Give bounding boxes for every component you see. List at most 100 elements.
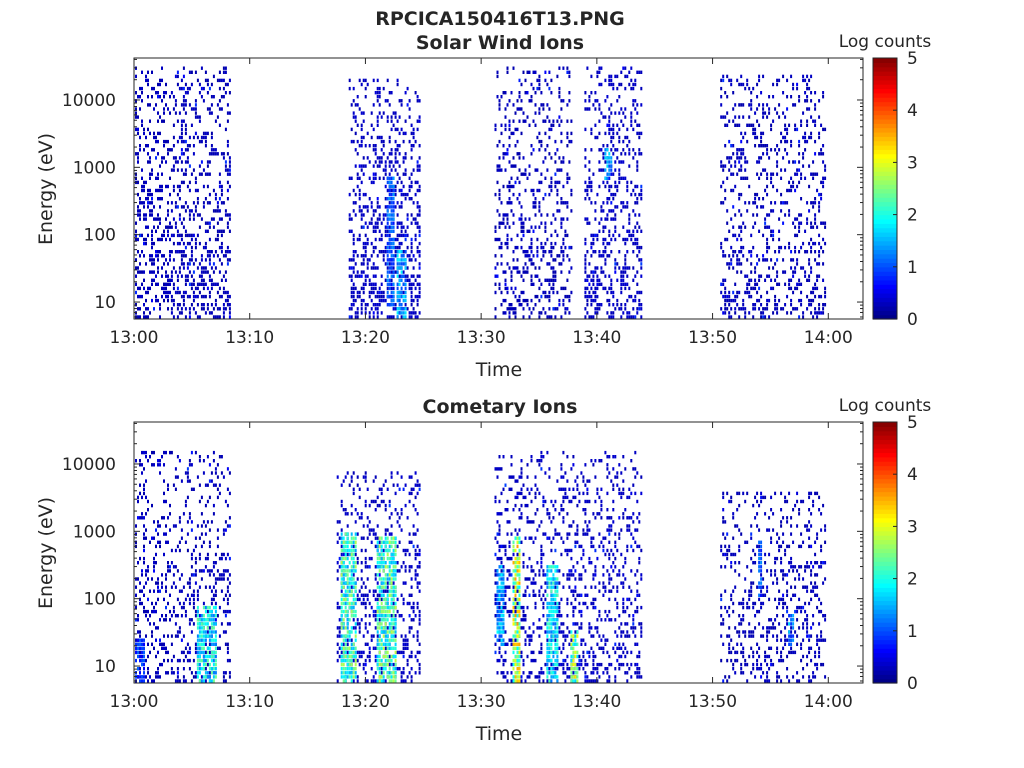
count-cell xyxy=(410,274,413,278)
count-cell xyxy=(608,127,611,132)
count-cell xyxy=(376,495,379,500)
count-cell xyxy=(500,95,503,99)
count-cell xyxy=(512,250,515,254)
count-cell xyxy=(157,581,159,585)
count-cell xyxy=(788,160,791,164)
count-cell xyxy=(640,245,643,250)
count-cell xyxy=(139,597,141,602)
count-cell xyxy=(418,274,421,278)
count-cell xyxy=(157,131,159,136)
count-cell xyxy=(804,135,807,140)
count-cell xyxy=(390,184,393,189)
count-cell xyxy=(790,95,793,99)
count-cell xyxy=(170,450,173,455)
count-cell xyxy=(218,315,221,319)
y-tick-label: 10 xyxy=(94,293,116,313)
count-cell xyxy=(758,298,761,303)
count-cell xyxy=(390,197,393,201)
count-cell xyxy=(163,618,165,622)
count-cell xyxy=(356,307,359,311)
count-cell xyxy=(338,556,341,561)
count-cell xyxy=(766,103,769,107)
count-cell xyxy=(374,577,377,581)
count-cell xyxy=(226,597,229,602)
count-cell xyxy=(380,667,383,671)
count-cell xyxy=(418,552,421,557)
count-cell xyxy=(186,642,189,646)
count-cell xyxy=(178,303,181,307)
count-cell xyxy=(149,172,151,176)
count-cell xyxy=(400,508,403,512)
count-cell xyxy=(794,266,797,270)
count-cell xyxy=(558,66,561,70)
count-cell xyxy=(530,278,533,282)
count-cell xyxy=(194,536,197,540)
count-cell xyxy=(624,237,627,242)
count-cell xyxy=(546,315,549,319)
count-cell xyxy=(352,266,355,270)
count-cell xyxy=(756,160,759,164)
count-cell xyxy=(222,201,225,205)
count-cell xyxy=(534,205,537,209)
count-cell xyxy=(169,609,171,614)
count-cell xyxy=(798,95,801,99)
count-cell xyxy=(550,233,553,238)
count-cell xyxy=(584,127,587,132)
x-tick-label: 13:40 xyxy=(572,328,621,348)
count-cell xyxy=(738,115,741,119)
count-cell xyxy=(165,270,167,274)
count-cell xyxy=(204,642,207,646)
count-cell xyxy=(153,262,155,266)
count-cell xyxy=(394,127,397,132)
count-cell xyxy=(610,217,613,221)
x-tick-label: 14:00 xyxy=(804,328,853,348)
count-cell xyxy=(730,78,733,83)
count-cell xyxy=(640,184,643,189)
count-cell xyxy=(139,148,141,152)
count-cell xyxy=(362,667,365,671)
count-cell xyxy=(730,172,733,176)
count-cell xyxy=(792,274,795,278)
count-cell xyxy=(590,298,593,303)
count-cell xyxy=(506,221,509,225)
count-cell xyxy=(604,286,607,291)
count-cell xyxy=(530,250,533,254)
count-cell xyxy=(820,294,823,299)
count-cell xyxy=(139,650,141,655)
count-cell xyxy=(796,127,799,132)
count-cell xyxy=(632,127,635,132)
count-cell xyxy=(374,91,377,95)
count-cell xyxy=(592,270,595,274)
count-cell xyxy=(816,286,819,291)
count-cell xyxy=(584,286,587,291)
count-cell xyxy=(155,654,157,659)
count-cell xyxy=(412,544,415,549)
count-cell xyxy=(400,254,403,258)
count-cell xyxy=(790,250,793,254)
count-cell xyxy=(192,144,195,148)
count-cell xyxy=(598,282,601,286)
count-cell xyxy=(226,221,229,225)
count-cell xyxy=(208,495,211,500)
count-cell xyxy=(764,144,767,148)
count-cell xyxy=(494,229,497,233)
count-cell xyxy=(586,184,589,189)
count-cell xyxy=(352,487,355,491)
count-cell xyxy=(400,274,403,278)
count-cell xyxy=(220,278,223,282)
count-cell xyxy=(804,176,807,180)
count-cell xyxy=(494,315,497,319)
count-cell xyxy=(165,282,167,286)
count-cell xyxy=(182,294,185,299)
count-cell xyxy=(636,254,639,258)
count-cell xyxy=(167,107,169,111)
count-cell xyxy=(390,262,393,266)
count-cell xyxy=(220,556,223,561)
count-cell xyxy=(564,286,567,291)
count-cell xyxy=(224,614,227,618)
count-cell xyxy=(135,459,137,463)
count-cell xyxy=(178,197,181,201)
count-cell xyxy=(516,270,519,274)
count-cell xyxy=(137,315,139,319)
count-cell xyxy=(506,642,509,646)
